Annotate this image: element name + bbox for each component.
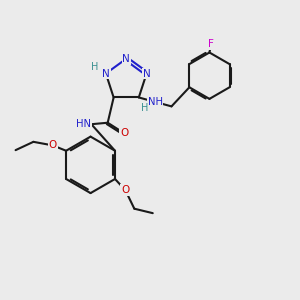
Text: N: N	[102, 68, 110, 79]
Text: O: O	[121, 185, 130, 195]
Text: H: H	[141, 103, 148, 113]
Text: O: O	[120, 128, 128, 138]
Text: NH: NH	[148, 97, 163, 107]
Text: F: F	[208, 39, 214, 49]
Text: O: O	[49, 140, 57, 150]
Text: N: N	[143, 68, 150, 79]
Text: N: N	[122, 54, 130, 64]
Text: HN: HN	[76, 119, 92, 129]
Text: H: H	[91, 62, 98, 72]
